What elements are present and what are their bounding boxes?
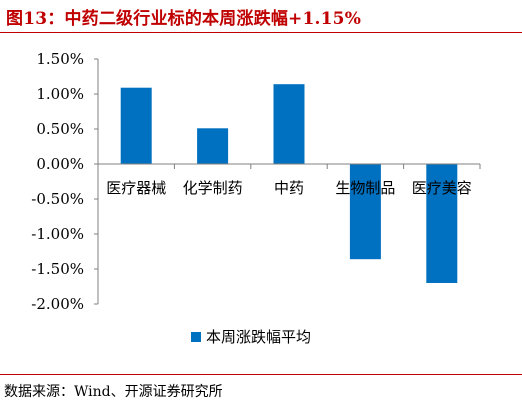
y-tick-label: -1.50% bbox=[31, 260, 84, 278]
source-note: 数据来源：Wind、开源证券研究所 bbox=[4, 384, 223, 400]
y-tick-label: -2.00% bbox=[31, 295, 84, 313]
y-tick-label: 0.50% bbox=[36, 120, 84, 138]
figure-title: 图13：中药二级行业标的本周涨跌幅+1.15% bbox=[6, 9, 362, 29]
x-category-label: 医疗器械 bbox=[106, 179, 166, 197]
bar bbox=[426, 164, 458, 283]
bar bbox=[197, 128, 229, 164]
bar bbox=[349, 164, 381, 260]
y-tick-label: -0.50% bbox=[31, 190, 84, 208]
y-tick-label: -1.00% bbox=[31, 225, 84, 243]
bar bbox=[120, 87, 152, 164]
y-tick-label: 0.00% bbox=[36, 155, 84, 173]
legend-swatch bbox=[191, 332, 201, 342]
bar-chart: 1.50% 1.00% 0.50% 0.00% -0.50% -1.00% -1.50% -2… bbox=[31, 50, 481, 346]
y-tick-label: 1.00% bbox=[36, 85, 84, 103]
y-tick-label: 1.50% bbox=[36, 50, 84, 68]
x-category-label: 化学制药 bbox=[183, 179, 243, 197]
bar bbox=[273, 84, 305, 164]
x-category-label: 医疗美容 bbox=[412, 179, 472, 197]
x-category-label: 生物制品 bbox=[335, 179, 395, 197]
bottom-rule bbox=[0, 374, 522, 375]
x-category-label: 中药 bbox=[274, 179, 304, 197]
title-rule bbox=[0, 32, 522, 33]
legend-label: 本周涨跌幅平均 bbox=[206, 328, 311, 346]
